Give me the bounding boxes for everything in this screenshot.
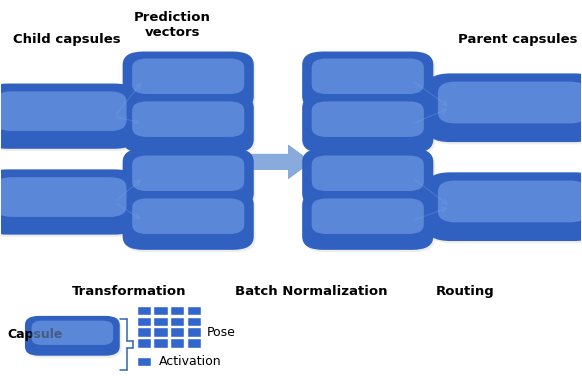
- FancyBboxPatch shape: [31, 321, 113, 345]
- FancyBboxPatch shape: [132, 59, 244, 94]
- FancyBboxPatch shape: [123, 191, 254, 250]
- FancyBboxPatch shape: [302, 94, 434, 153]
- FancyBboxPatch shape: [0, 169, 137, 235]
- FancyBboxPatch shape: [0, 171, 139, 237]
- FancyBboxPatch shape: [304, 54, 435, 112]
- FancyBboxPatch shape: [171, 317, 184, 326]
- FancyBboxPatch shape: [123, 149, 254, 207]
- FancyBboxPatch shape: [27, 318, 122, 358]
- FancyBboxPatch shape: [304, 194, 435, 252]
- Text: Prediction
vectors: Prediction vectors: [134, 11, 211, 39]
- Text: Child capsules: Child capsules: [13, 33, 120, 46]
- Text: Activation: Activation: [159, 355, 222, 368]
- FancyBboxPatch shape: [137, 317, 151, 326]
- FancyBboxPatch shape: [304, 97, 435, 155]
- FancyBboxPatch shape: [302, 149, 434, 207]
- FancyBboxPatch shape: [137, 358, 151, 366]
- FancyBboxPatch shape: [125, 97, 255, 155]
- FancyBboxPatch shape: [188, 307, 201, 315]
- Polygon shape: [247, 145, 311, 179]
- FancyBboxPatch shape: [188, 317, 201, 326]
- FancyBboxPatch shape: [132, 156, 244, 191]
- FancyBboxPatch shape: [312, 199, 424, 234]
- FancyBboxPatch shape: [171, 328, 184, 337]
- FancyBboxPatch shape: [426, 172, 582, 241]
- FancyBboxPatch shape: [154, 307, 168, 315]
- FancyBboxPatch shape: [312, 102, 424, 137]
- FancyBboxPatch shape: [171, 339, 184, 348]
- Text: Parent capsules: Parent capsules: [458, 33, 578, 46]
- FancyBboxPatch shape: [302, 52, 434, 110]
- FancyBboxPatch shape: [0, 177, 126, 217]
- FancyBboxPatch shape: [312, 59, 424, 94]
- FancyBboxPatch shape: [438, 180, 582, 222]
- FancyBboxPatch shape: [154, 339, 168, 348]
- FancyBboxPatch shape: [0, 86, 139, 151]
- Text: Pose: Pose: [207, 326, 236, 339]
- FancyBboxPatch shape: [0, 83, 137, 149]
- Text: Capsule: Capsule: [7, 328, 62, 341]
- FancyBboxPatch shape: [428, 76, 582, 144]
- FancyBboxPatch shape: [137, 328, 151, 337]
- FancyBboxPatch shape: [0, 91, 126, 131]
- FancyBboxPatch shape: [125, 54, 255, 112]
- FancyBboxPatch shape: [154, 317, 168, 326]
- FancyBboxPatch shape: [137, 339, 151, 348]
- FancyBboxPatch shape: [137, 307, 151, 315]
- FancyBboxPatch shape: [123, 52, 254, 110]
- FancyBboxPatch shape: [154, 328, 168, 337]
- FancyBboxPatch shape: [123, 94, 254, 153]
- FancyBboxPatch shape: [132, 102, 244, 137]
- FancyBboxPatch shape: [188, 328, 201, 337]
- FancyBboxPatch shape: [428, 174, 582, 243]
- Text: Batch Normalization: Batch Normalization: [235, 285, 388, 298]
- FancyBboxPatch shape: [125, 194, 255, 252]
- FancyBboxPatch shape: [188, 339, 201, 348]
- FancyBboxPatch shape: [312, 156, 424, 191]
- FancyBboxPatch shape: [438, 82, 582, 123]
- FancyBboxPatch shape: [171, 307, 184, 315]
- FancyBboxPatch shape: [25, 316, 120, 356]
- Text: Transformation: Transformation: [72, 285, 186, 298]
- FancyBboxPatch shape: [426, 73, 582, 142]
- FancyBboxPatch shape: [125, 151, 255, 209]
- FancyBboxPatch shape: [302, 191, 434, 250]
- Text: Routing: Routing: [435, 285, 494, 298]
- FancyBboxPatch shape: [132, 199, 244, 234]
- FancyBboxPatch shape: [304, 151, 435, 209]
